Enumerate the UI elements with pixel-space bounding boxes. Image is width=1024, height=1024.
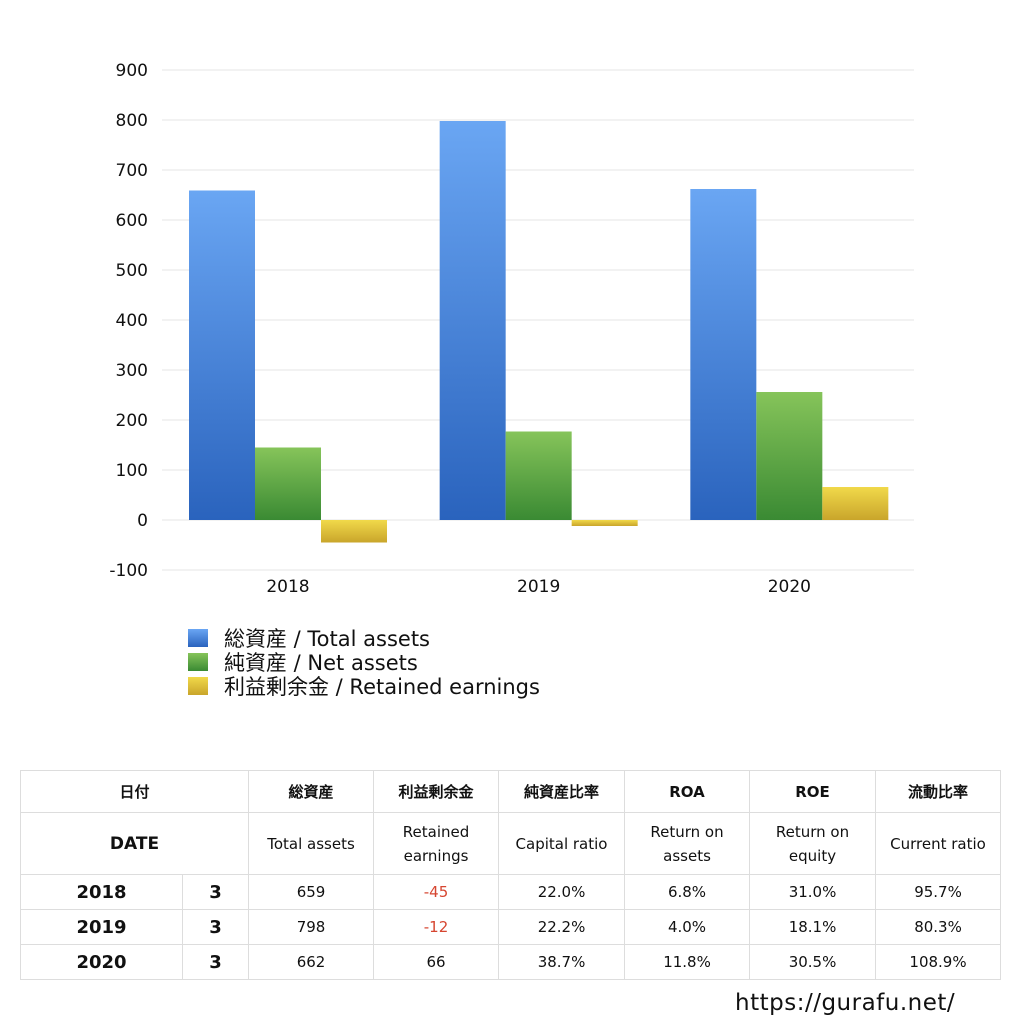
cell-month: 3 bbox=[181, 944, 250, 980]
y-tick-label: 300 bbox=[116, 361, 148, 381]
y-tick-label: 800 bbox=[116, 111, 148, 131]
y-tick-label: 500 bbox=[116, 261, 148, 281]
cell-roe: 30.5% bbox=[749, 944, 877, 980]
header-total-assets-jp: 総資産 bbox=[248, 770, 375, 813]
y-axis-ticks: 900 800 700 600 500 400 300 200 100 0 -100 bbox=[109, 61, 148, 581]
cell-roe: 31.0% bbox=[749, 874, 877, 910]
cell-month: 3 bbox=[181, 874, 250, 910]
header-current-ratio-jp: 流動比率 bbox=[875, 770, 1002, 813]
legend-item-retained-earnings: 利益剰余金 / Retained earnings bbox=[188, 674, 540, 699]
header-capital-ratio-jp: 純資産比率 bbox=[498, 770, 626, 813]
site-url[interactable]: https://gurafu.net/ bbox=[735, 990, 956, 1016]
x-tick-label: 2018 bbox=[266, 577, 309, 597]
cell-current-ratio: 95.7% bbox=[875, 874, 1002, 910]
cell-current-ratio: 108.9% bbox=[875, 944, 1002, 980]
x-axis-ticks: 2018 2019 2020 bbox=[266, 577, 811, 597]
cell-year: 2020 bbox=[20, 944, 183, 980]
bar-retained-earnings-2019 bbox=[571, 520, 638, 526]
cell-roa: 4.0% bbox=[624, 909, 751, 945]
cell-retained-earnings: -12 bbox=[373, 909, 500, 945]
header-date-jp: 日付 bbox=[19, 770, 250, 813]
y-tick-label: 700 bbox=[116, 161, 148, 181]
bar-net-assets-2019 bbox=[505, 431, 572, 520]
header-retained-earnings-jp: 利益剰余金 bbox=[373, 770, 500, 813]
cell-capital-ratio: 38.7% bbox=[498, 944, 626, 980]
bar-retained-earnings-2020 bbox=[822, 487, 889, 520]
header-roa-en-text: Return on assets bbox=[650, 822, 724, 865]
y-tick-label: 200 bbox=[116, 411, 148, 431]
x-tick-label: 2020 bbox=[768, 577, 811, 597]
bar-total-assets-2018 bbox=[189, 190, 255, 520]
table-header-en: DATE Total assets Retained earnings Capi… bbox=[19, 812, 1002, 875]
cell-roe: 18.1% bbox=[749, 909, 877, 945]
cell-capital-ratio: 22.2% bbox=[498, 909, 626, 945]
legend-label-retained-earnings: 利益剰余金 / Retained earnings bbox=[224, 675, 540, 699]
cell-total-assets: 798 bbox=[248, 909, 375, 945]
cell-year: 2019 bbox=[20, 909, 183, 945]
header-roe-en: Return on equity bbox=[749, 812, 877, 875]
cell-retained-earnings: -45 bbox=[373, 874, 500, 910]
bar-net-assets-2018 bbox=[255, 447, 321, 520]
legend-item-net-assets: 純資産 / Net assets bbox=[188, 650, 540, 675]
bar-total-assets-2020 bbox=[690, 189, 757, 520]
legend-swatch-retained-earnings bbox=[188, 677, 208, 695]
cell-year: 2018 bbox=[20, 874, 183, 910]
y-tick-label: -100 bbox=[109, 561, 148, 581]
table-row: 2019 3 798 -12 22.2% 4.0% 18.1% 80.3% bbox=[20, 909, 1002, 945]
bar-retained-earnings-2018 bbox=[321, 520, 387, 543]
table-row: 2018 3 659 -45 22.0% 6.8% 31.0% 95.7% bbox=[20, 874, 1002, 910]
x-tick-label: 2019 bbox=[517, 577, 560, 597]
cell-total-assets: 659 bbox=[248, 874, 375, 910]
header-total-assets-en: Total assets bbox=[248, 812, 375, 875]
legend-swatch-net-assets bbox=[188, 653, 208, 671]
header-roa-en: Return on assets bbox=[624, 812, 751, 875]
header-capital-ratio-en: Capital ratio bbox=[498, 812, 626, 875]
legend-item-total-assets: 総資産 / Total assets bbox=[188, 626, 540, 651]
table-row: 2020 3 662 66 38.7% 11.8% 30.5% 108.9% bbox=[20, 944, 1002, 980]
header-date-en: DATE bbox=[19, 812, 250, 875]
header-current-ratio-en: Current ratio bbox=[875, 812, 1002, 875]
bar-total-assets-2019 bbox=[439, 121, 506, 520]
cell-capital-ratio: 22.0% bbox=[498, 874, 626, 910]
cell-total-assets: 662 bbox=[248, 944, 375, 980]
header-roa-jp: ROA bbox=[624, 770, 751, 813]
header-retained-earnings-en-text: Retained earnings bbox=[402, 822, 470, 865]
chart-bars bbox=[189, 121, 889, 543]
header-roe-en-text: Return on equity bbox=[775, 822, 850, 865]
cell-retained-earnings: 66 bbox=[373, 944, 500, 980]
header-retained-earnings-en: Retained earnings bbox=[373, 812, 500, 875]
table-header-jp: 日付 総資産 利益剰余金 純資産比率 ROA ROE 流動比率 bbox=[19, 770, 1002, 813]
y-tick-label: 600 bbox=[116, 211, 148, 231]
legend-label-total-assets: 総資産 / Total assets bbox=[224, 627, 430, 651]
bar-net-assets-2020 bbox=[756, 392, 823, 520]
y-tick-label: 900 bbox=[116, 61, 148, 81]
legend-swatch-total-assets bbox=[188, 629, 208, 647]
legend-label-net-assets: 純資産 / Net assets bbox=[224, 651, 418, 675]
cell-current-ratio: 80.3% bbox=[875, 909, 1002, 945]
y-tick-label: 400 bbox=[116, 311, 148, 331]
cell-month: 3 bbox=[181, 909, 250, 945]
y-tick-label: 0 bbox=[137, 511, 148, 531]
chart-legend: 総資産 / Total assets 純資産 / Net assets 利益剰余… bbox=[188, 626, 540, 699]
financial-table: 日付 総資産 利益剰余金 純資産比率 ROA ROE 流動比率 DATE Tot… bbox=[19, 770, 1002, 980]
y-tick-label: 100 bbox=[116, 461, 148, 481]
cell-roa: 6.8% bbox=[624, 874, 751, 910]
header-roe-jp: ROE bbox=[749, 770, 877, 813]
cell-roa: 11.8% bbox=[624, 944, 751, 980]
